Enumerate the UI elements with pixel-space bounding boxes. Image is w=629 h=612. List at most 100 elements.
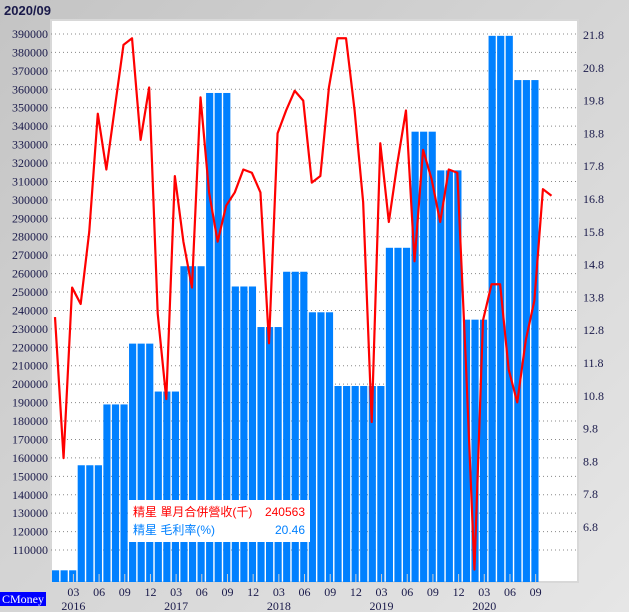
x-tick-label: 06 <box>299 585 311 599</box>
revenue-bar <box>317 312 325 582</box>
revenue-bar <box>197 266 205 582</box>
y-right-tick-label: 6.8 <box>583 520 598 534</box>
revenue-bar <box>531 80 539 582</box>
x-tick-label: 12 <box>350 585 362 599</box>
revenue-bar <box>137 343 145 582</box>
y-right-tick-label: 11.8 <box>583 356 604 370</box>
y-left-tick-label: 300000 <box>12 193 48 207</box>
y-left-tick-label: 110000 <box>12 543 48 557</box>
revenue-bar <box>60 570 68 582</box>
y-right-tick-label: 15.8 <box>583 225 604 239</box>
revenue-bar <box>129 343 137 582</box>
x-tick-label: 09 <box>427 585 439 599</box>
y-left-tick-label: 190000 <box>12 396 48 410</box>
x-tick-label: 12 <box>247 585 259 599</box>
revenue-bar <box>334 386 342 582</box>
revenue-bar <box>248 286 257 582</box>
x-tick-label: 06 <box>93 585 105 599</box>
y-right-tick-label: 19.8 <box>583 94 604 108</box>
revenue-bar <box>377 386 385 582</box>
x-tick-label: 09 <box>221 585 233 599</box>
revenue-bar <box>94 465 102 582</box>
y-left-tick-label: 270000 <box>12 248 48 262</box>
y-left-tick-label: 380000 <box>12 45 48 59</box>
revenue-bar <box>522 80 530 582</box>
y-left-tick-label: 240000 <box>12 303 48 317</box>
legend-value: 20.46 <box>274 523 305 537</box>
y-right-tick-label: 9.8 <box>583 422 598 436</box>
x-year-label: 2019 <box>370 599 394 612</box>
y-right-tick-label: 8.8 <box>583 454 598 468</box>
revenue-bar <box>343 386 351 582</box>
revenue-bar <box>394 247 402 582</box>
y-left-tick-label: 230000 <box>12 322 48 336</box>
revenue-bar <box>120 404 128 582</box>
revenue-bar <box>163 391 171 582</box>
y-left-tick-label: 130000 <box>12 506 48 520</box>
x-tick-label: 09 <box>530 585 542 599</box>
revenue-bar <box>240 286 248 582</box>
y-left-tick-label: 250000 <box>12 285 48 299</box>
y-left-tick-label: 360000 <box>12 82 48 96</box>
legend-label: 精星 毛利率(%) <box>133 523 215 537</box>
revenue-bar <box>454 170 462 582</box>
x-tick-label: 06 <box>504 585 516 599</box>
legend-value: 240563 <box>264 505 305 519</box>
legend: 精星 單月合併營收(千) 240563 精星 毛利率(%) 20.46 <box>128 500 310 542</box>
revenue-bar <box>420 131 428 582</box>
y-right-tick-label: 12.8 <box>583 323 604 337</box>
revenue-bar <box>274 327 282 582</box>
revenue-bar <box>231 286 239 582</box>
revenue-bar <box>385 247 393 582</box>
chart-date-title: 2020/09 <box>4 3 51 18</box>
y-right-tick-label: 20.8 <box>583 61 604 75</box>
x-year-label: 2017 <box>164 599 188 612</box>
revenue-bar <box>86 465 94 582</box>
y-right-tick-label: 21.8 <box>583 28 604 42</box>
y-left-tick-label: 260000 <box>12 267 48 281</box>
x-year-label: 2020 <box>472 599 496 612</box>
y-left-tick-label: 160000 <box>12 451 48 465</box>
y-left-tick-label: 210000 <box>12 359 48 373</box>
y-left-tick-label: 370000 <box>12 64 48 78</box>
y-left-tick-label: 350000 <box>12 101 48 115</box>
x-tick-label: 09 <box>119 585 131 599</box>
y-left-tick-label: 390000 <box>12 27 48 41</box>
x-tick-label: 03 <box>376 585 388 599</box>
revenue-bar <box>505 35 513 582</box>
y-left-tick-label: 310000 <box>12 174 48 188</box>
y-left-tick-label: 330000 <box>12 138 48 152</box>
y-right-tick-label: 14.8 <box>583 258 604 272</box>
revenue-bar <box>257 327 265 582</box>
y-right-tick-label: 10.8 <box>583 389 604 403</box>
legend-item-margin: 精星 毛利率(%) 20.46 <box>133 521 305 539</box>
revenue-bar <box>214 92 222 582</box>
y-left-tick-label: 340000 <box>12 119 48 133</box>
revenue-bar <box>428 131 436 582</box>
y-left-tick-label: 200000 <box>12 377 48 391</box>
revenue-bar <box>180 266 188 582</box>
legend-label: 精星 單月合併營收(千) <box>133 505 253 519</box>
revenue-bar <box>266 327 274 582</box>
x-tick-label: 03 <box>478 585 490 599</box>
y-left-tick-label: 220000 <box>12 340 48 354</box>
x-tick-label: 12 <box>144 585 156 599</box>
x-year-label: 2016 <box>61 599 85 612</box>
revenue-bar <box>291 271 299 582</box>
revenue-bar <box>480 319 488 582</box>
revenue-bar <box>223 92 231 582</box>
revenue-bar <box>471 319 479 582</box>
revenue-bar <box>497 35 505 582</box>
y-right-tick-label: 16.8 <box>583 192 604 206</box>
revenue-bar <box>111 404 120 582</box>
x-year-label: 2018 <box>267 599 291 612</box>
revenue-bar <box>146 343 154 582</box>
revenue-bar <box>206 92 214 582</box>
revenue-bar <box>154 391 162 582</box>
x-tick-label: 03 <box>170 585 182 599</box>
revenue-bar <box>171 391 179 582</box>
revenue-bar <box>188 266 197 582</box>
revenue-bar <box>514 80 522 582</box>
revenue-bar <box>325 312 334 582</box>
y-right-tick-label: 7.8 <box>583 487 598 501</box>
